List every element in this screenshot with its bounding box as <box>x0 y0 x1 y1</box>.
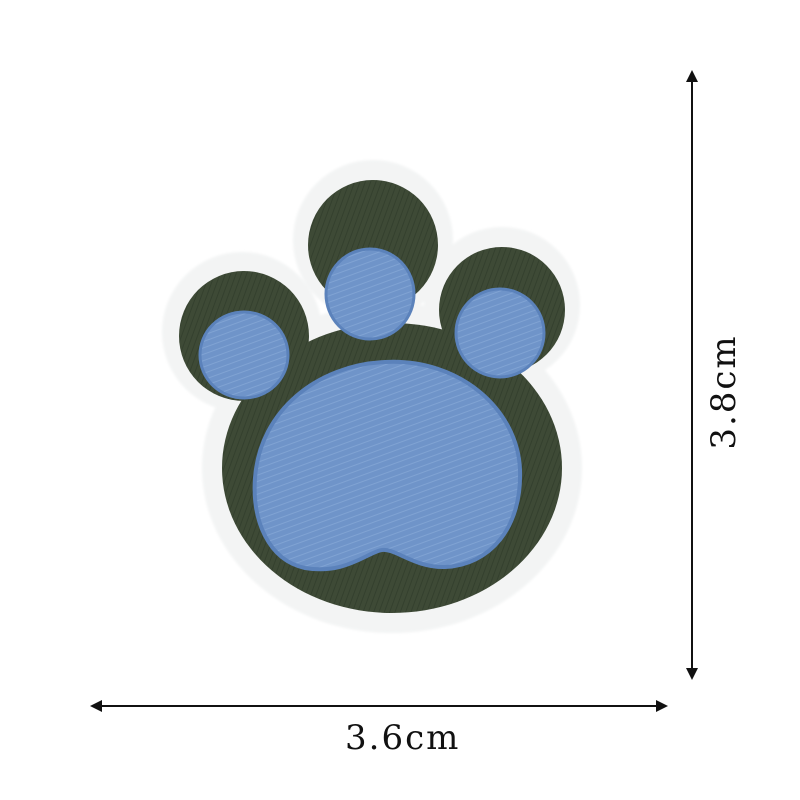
paw-patch <box>162 160 582 633</box>
width-dimension-arrow <box>90 700 668 712</box>
width-label: 3.6cm <box>345 718 461 758</box>
heel-pad <box>252 359 523 572</box>
height-label: 3.8cm <box>704 334 744 450</box>
toe-pad-right <box>454 287 546 379</box>
toe-pad-left <box>198 310 290 400</box>
height-dimension-arrow <box>686 70 698 680</box>
toe-pad-top <box>324 247 416 341</box>
